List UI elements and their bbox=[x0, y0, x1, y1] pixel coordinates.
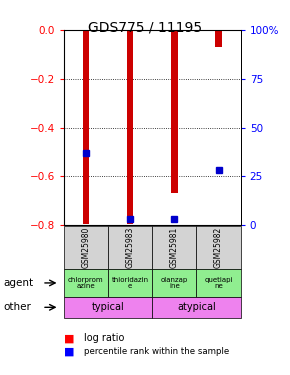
Text: other: other bbox=[3, 302, 31, 312]
Text: ■: ■ bbox=[64, 346, 74, 356]
Bar bbox=[64, 269, 108, 297]
Text: GSM25982: GSM25982 bbox=[214, 226, 223, 268]
Text: GSM25980: GSM25980 bbox=[81, 226, 90, 268]
Bar bbox=[83, 30, 89, 224]
Bar bbox=[215, 30, 222, 47]
Text: typical: typical bbox=[92, 302, 124, 312]
Bar bbox=[196, 269, 241, 297]
Bar bbox=[108, 269, 152, 297]
Bar bbox=[196, 226, 241, 269]
Text: atypical: atypical bbox=[177, 302, 216, 312]
Bar bbox=[152, 297, 241, 318]
Bar bbox=[171, 30, 178, 194]
Text: olanzap
ine: olanzap ine bbox=[161, 277, 188, 289]
Text: ■: ■ bbox=[64, 333, 74, 343]
Bar bbox=[64, 226, 108, 269]
Text: log ratio: log ratio bbox=[84, 333, 124, 343]
Text: GDS775 / 11195: GDS775 / 11195 bbox=[88, 21, 202, 34]
Text: GSM25983: GSM25983 bbox=[126, 226, 135, 268]
Bar bbox=[127, 30, 133, 224]
Text: GSM25981: GSM25981 bbox=[170, 226, 179, 268]
Bar bbox=[152, 269, 197, 297]
Bar bbox=[64, 297, 152, 318]
Text: agent: agent bbox=[3, 278, 33, 288]
Text: quetiapi
ne: quetiapi ne bbox=[204, 277, 233, 289]
Bar bbox=[108, 226, 152, 269]
Text: thioridazin
e: thioridazin e bbox=[112, 277, 149, 289]
Text: percentile rank within the sample: percentile rank within the sample bbox=[84, 347, 229, 356]
Bar bbox=[152, 226, 197, 269]
Text: chlorprom
azine: chlorprom azine bbox=[68, 277, 104, 289]
